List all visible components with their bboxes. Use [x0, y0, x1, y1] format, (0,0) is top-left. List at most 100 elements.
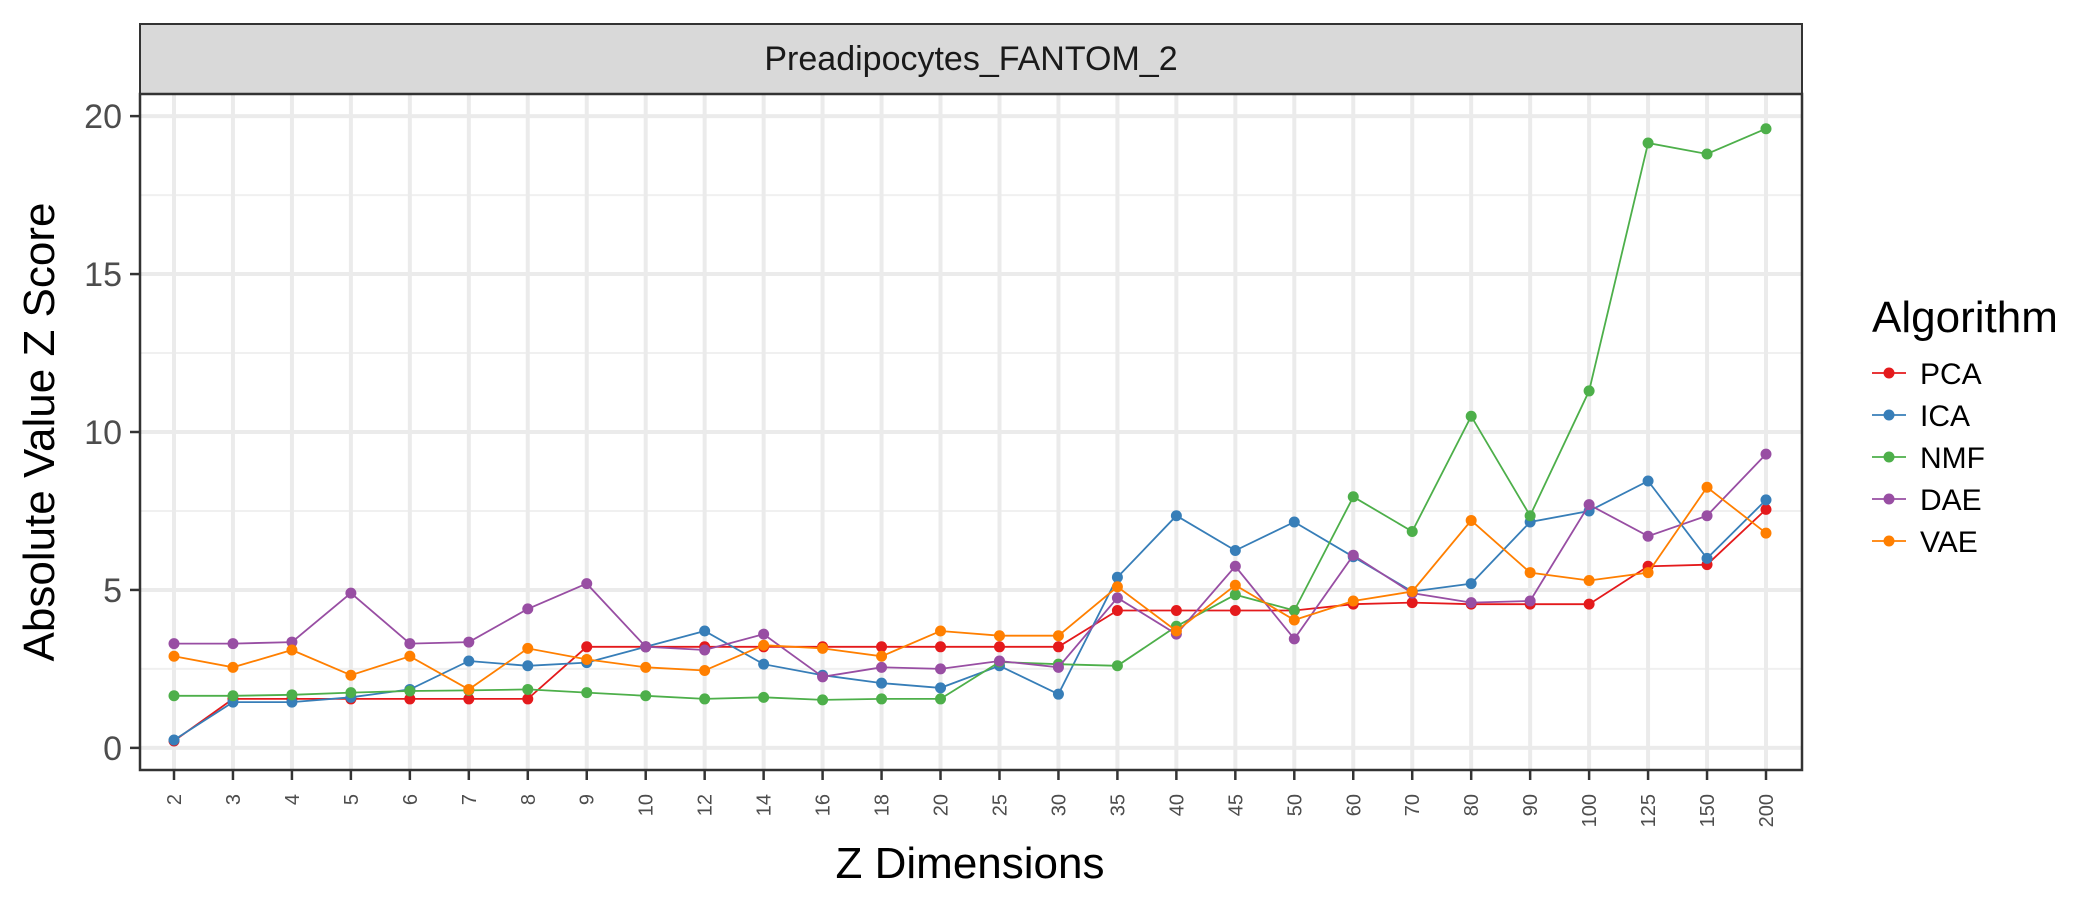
x-tick-label: 7	[459, 794, 481, 805]
x-axis: 2 3 4 5 6 7 8 9 10 12 14 16 18 20 25 30 35 40 45 50 60 70 80 90…	[164, 770, 1778, 827]
data-point-nmf	[699, 693, 711, 705]
x-tick-label: 40	[1166, 794, 1188, 816]
legend-label: PCA	[1920, 358, 1982, 391]
data-point-nmf	[1642, 137, 1654, 149]
data-point-dae	[463, 636, 475, 648]
data-point-dae	[1288, 633, 1300, 645]
x-tick-label: 25	[989, 794, 1011, 816]
y-axis-title: Absolute Value Z Score	[15, 203, 64, 662]
data-point-vae	[345, 669, 357, 681]
data-point-vae	[1465, 514, 1477, 526]
data-point-pca	[463, 693, 475, 705]
data-point-nmf	[522, 683, 534, 695]
data-point-dae	[404, 638, 416, 650]
data-point-ica	[1170, 510, 1182, 522]
series-layer	[168, 123, 1772, 747]
series-line-vae	[173, 486, 1767, 691]
legend-title: Algorithm	[1872, 293, 2058, 342]
x-tick-label: 70	[1402, 794, 1424, 816]
data-point-pca	[1111, 604, 1123, 616]
x-tick-label: 200	[1756, 794, 1778, 827]
x-tick-label: 5	[341, 794, 363, 805]
data-point-dae	[286, 636, 298, 648]
data-point-vae	[1583, 574, 1595, 586]
data-point-vae	[1229, 579, 1241, 591]
data-point-vae	[1760, 527, 1772, 539]
legend-item-vae: VAE	[1872, 526, 1978, 559]
data-point-dae	[1583, 499, 1595, 511]
data-point-vae	[1170, 625, 1182, 637]
data-point-vae	[817, 642, 829, 654]
y-tick-label: 10	[84, 414, 122, 452]
series-vae	[168, 481, 1772, 695]
data-point-ica	[1229, 544, 1241, 556]
data-point-dae	[935, 663, 947, 675]
data-point-vae	[286, 644, 298, 656]
legend-item-dae: DAE	[1872, 484, 1982, 517]
facet-strip	[139, 23, 1803, 95]
data-point-vae	[1111, 581, 1123, 593]
data-point-dae	[1760, 448, 1772, 460]
x-tick-label: 125	[1638, 794, 1660, 827]
data-point-nmf	[1406, 526, 1418, 538]
data-point-vae	[876, 650, 888, 662]
data-point-dae	[817, 671, 829, 683]
legend-item-nmf: NMF	[1872, 442, 1985, 475]
series-ica	[168, 475, 1772, 746]
data-point-vae	[935, 625, 947, 637]
data-point-pca	[1406, 597, 1418, 609]
data-point-nmf	[935, 693, 947, 705]
data-point-dae	[345, 587, 357, 599]
legend-label: NMF	[1920, 442, 1985, 475]
legend-key-point	[1883, 367, 1895, 379]
x-tick-label: 12	[695, 794, 717, 816]
data-point-nmf	[1347, 491, 1359, 503]
x-tick-label: 100	[1579, 794, 1601, 827]
data-point-pca	[1052, 641, 1064, 653]
y-axis: 0 5 10 15 20	[84, 98, 140, 768]
data-point-nmf	[640, 690, 652, 702]
series-line-pca	[173, 508, 1767, 742]
data-point-dae	[1347, 549, 1359, 561]
x-tick-label: 150	[1697, 794, 1719, 827]
data-point-nmf	[1524, 510, 1536, 522]
x-tick-label: 9	[577, 794, 599, 805]
data-point-nmf	[1288, 604, 1300, 616]
data-point-dae	[1701, 510, 1713, 522]
data-point-vae	[1052, 630, 1064, 642]
x-tick-label: 18	[872, 794, 894, 816]
data-point-vae	[1347, 595, 1359, 607]
data-point-vae	[1288, 614, 1300, 626]
legend-label: DAE	[1920, 484, 1982, 517]
data-point-vae	[1406, 586, 1418, 598]
y-tick-label: 20	[84, 98, 122, 136]
data-point-ica	[1288, 516, 1300, 528]
x-tick-label: 60	[1343, 794, 1365, 816]
legend-key-point	[1883, 535, 1895, 547]
x-tick-label: 4	[282, 794, 304, 805]
gridlines	[140, 94, 1802, 770]
data-point-nmf	[1701, 148, 1713, 160]
data-point-nmf	[758, 691, 770, 703]
data-point-pca	[522, 693, 534, 705]
legend-key-point	[1883, 493, 1895, 505]
x-tick-label: 30	[1048, 794, 1070, 816]
data-point-pca	[876, 641, 888, 653]
data-point-ica	[1111, 571, 1123, 583]
x-axis-title: Z Dimensions	[836, 839, 1105, 888]
facet-title: Preadipocytes_FANTOM_2	[764, 40, 1177, 78]
legend-key-point	[1883, 409, 1895, 421]
legend: PCA ICA NMF DAE VAE	[1872, 358, 1985, 559]
x-tick-label: 20	[931, 794, 953, 816]
data-point-nmf	[876, 693, 888, 705]
data-point-vae	[1524, 567, 1536, 579]
data-point-pca	[935, 641, 947, 653]
data-point-nmf	[168, 690, 180, 702]
x-tick-label: 3	[223, 794, 245, 805]
data-point-ica	[522, 660, 534, 672]
data-point-dae	[699, 644, 711, 656]
data-point-nmf	[1111, 660, 1123, 672]
data-point-dae	[227, 638, 239, 650]
series-nmf	[168, 123, 1772, 706]
